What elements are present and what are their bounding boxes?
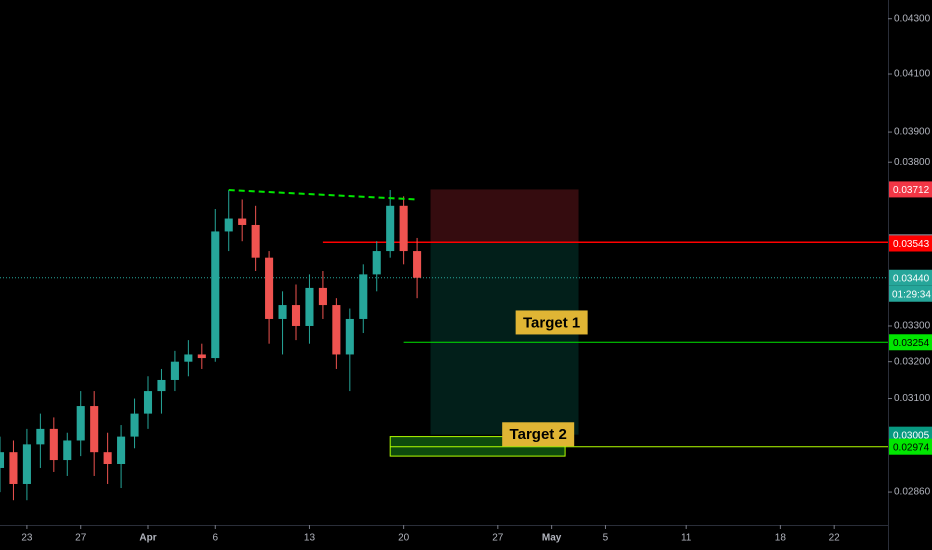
candle-body <box>49 428 58 461</box>
price-tag <box>889 438 932 455</box>
candle-body <box>413 251 422 278</box>
y-tick-label: 0.04100 <box>894 69 931 80</box>
candle-body <box>278 305 287 319</box>
annotation-box <box>502 422 575 447</box>
y-tick-label: 0.03900 <box>894 127 931 138</box>
candle-body <box>386 205 395 252</box>
y-tick-label: 0.03100 <box>894 393 931 404</box>
annotation-text: Target 1 <box>523 314 580 331</box>
x-tick-label: 6 <box>212 533 218 544</box>
position-stop-zone <box>430 189 579 243</box>
candle-body <box>211 231 220 359</box>
x-tick-label: 22 <box>829 533 841 544</box>
x-tick-label: 5 <box>603 533 609 544</box>
candle-body <box>345 318 354 355</box>
candle-body <box>170 361 179 380</box>
candle-body <box>291 305 301 326</box>
candle-body <box>157 379 166 392</box>
x-tick-label: May <box>542 533 562 544</box>
price-tag-label: 0.03005 <box>893 430 930 441</box>
candle-body <box>9 452 18 484</box>
price-tag-label: 0.03254 <box>893 338 930 349</box>
price-tag <box>889 334 932 351</box>
candle-body <box>359 274 368 319</box>
candle-body <box>22 444 31 484</box>
x-tick-label: 27 <box>492 533 504 544</box>
candle-body <box>117 436 126 465</box>
x-tick-label: 27 <box>75 533 87 544</box>
price-tag <box>889 426 932 443</box>
x-tick-label: 23 <box>21 533 33 544</box>
candle-body <box>224 218 233 232</box>
candle-body <box>103 452 112 465</box>
candle-body <box>332 305 341 355</box>
y-tick-label: 0.02860 <box>894 487 931 498</box>
price-tag <box>889 181 932 198</box>
price-tag <box>889 235 932 252</box>
candle-body <box>372 251 381 275</box>
candle-body <box>0 452 5 468</box>
price-tag-label: 0.02974 <box>893 442 930 453</box>
x-tick-label: 13 <box>304 533 316 544</box>
trendline <box>228 189 418 201</box>
candle-body <box>184 354 193 362</box>
annotation-text: Target 2 <box>510 426 567 443</box>
candle-body <box>399 205 408 252</box>
countdown: 01:29:34 <box>892 289 931 300</box>
candle-body <box>265 257 274 319</box>
price-tag-label: 0.03712 <box>893 185 930 196</box>
y-tick-label: 0.03300 <box>894 321 931 332</box>
y-tick-label: 0.04300 <box>894 13 931 24</box>
x-tick-label: 11 <box>681 533 692 544</box>
candle-body <box>143 391 153 414</box>
candle-body <box>197 354 206 359</box>
y-tick-label: 0.03800 <box>894 157 931 168</box>
candle-body <box>76 406 85 441</box>
x-tick-label: 20 <box>398 533 410 544</box>
annotation-box <box>515 310 588 335</box>
candle-body <box>251 224 260 258</box>
candle-body <box>90 406 99 453</box>
price-tag-label: 0.03543 <box>893 239 930 250</box>
price-tag-label: 0.03440 <box>893 273 930 284</box>
price-tag <box>889 269 932 286</box>
candle-body <box>36 428 45 445</box>
position-target-zone <box>430 242 579 435</box>
candle-body <box>130 413 139 437</box>
candle-body <box>305 287 314 326</box>
y-tick-label: 0.03200 <box>894 356 931 367</box>
x-tick-label: 18 <box>775 533 787 544</box>
candle-body <box>238 218 247 225</box>
candle-body <box>318 287 327 306</box>
candle-body <box>63 440 72 461</box>
x-tick-label: Apr <box>139 533 156 544</box>
countdown-box <box>889 285 932 302</box>
